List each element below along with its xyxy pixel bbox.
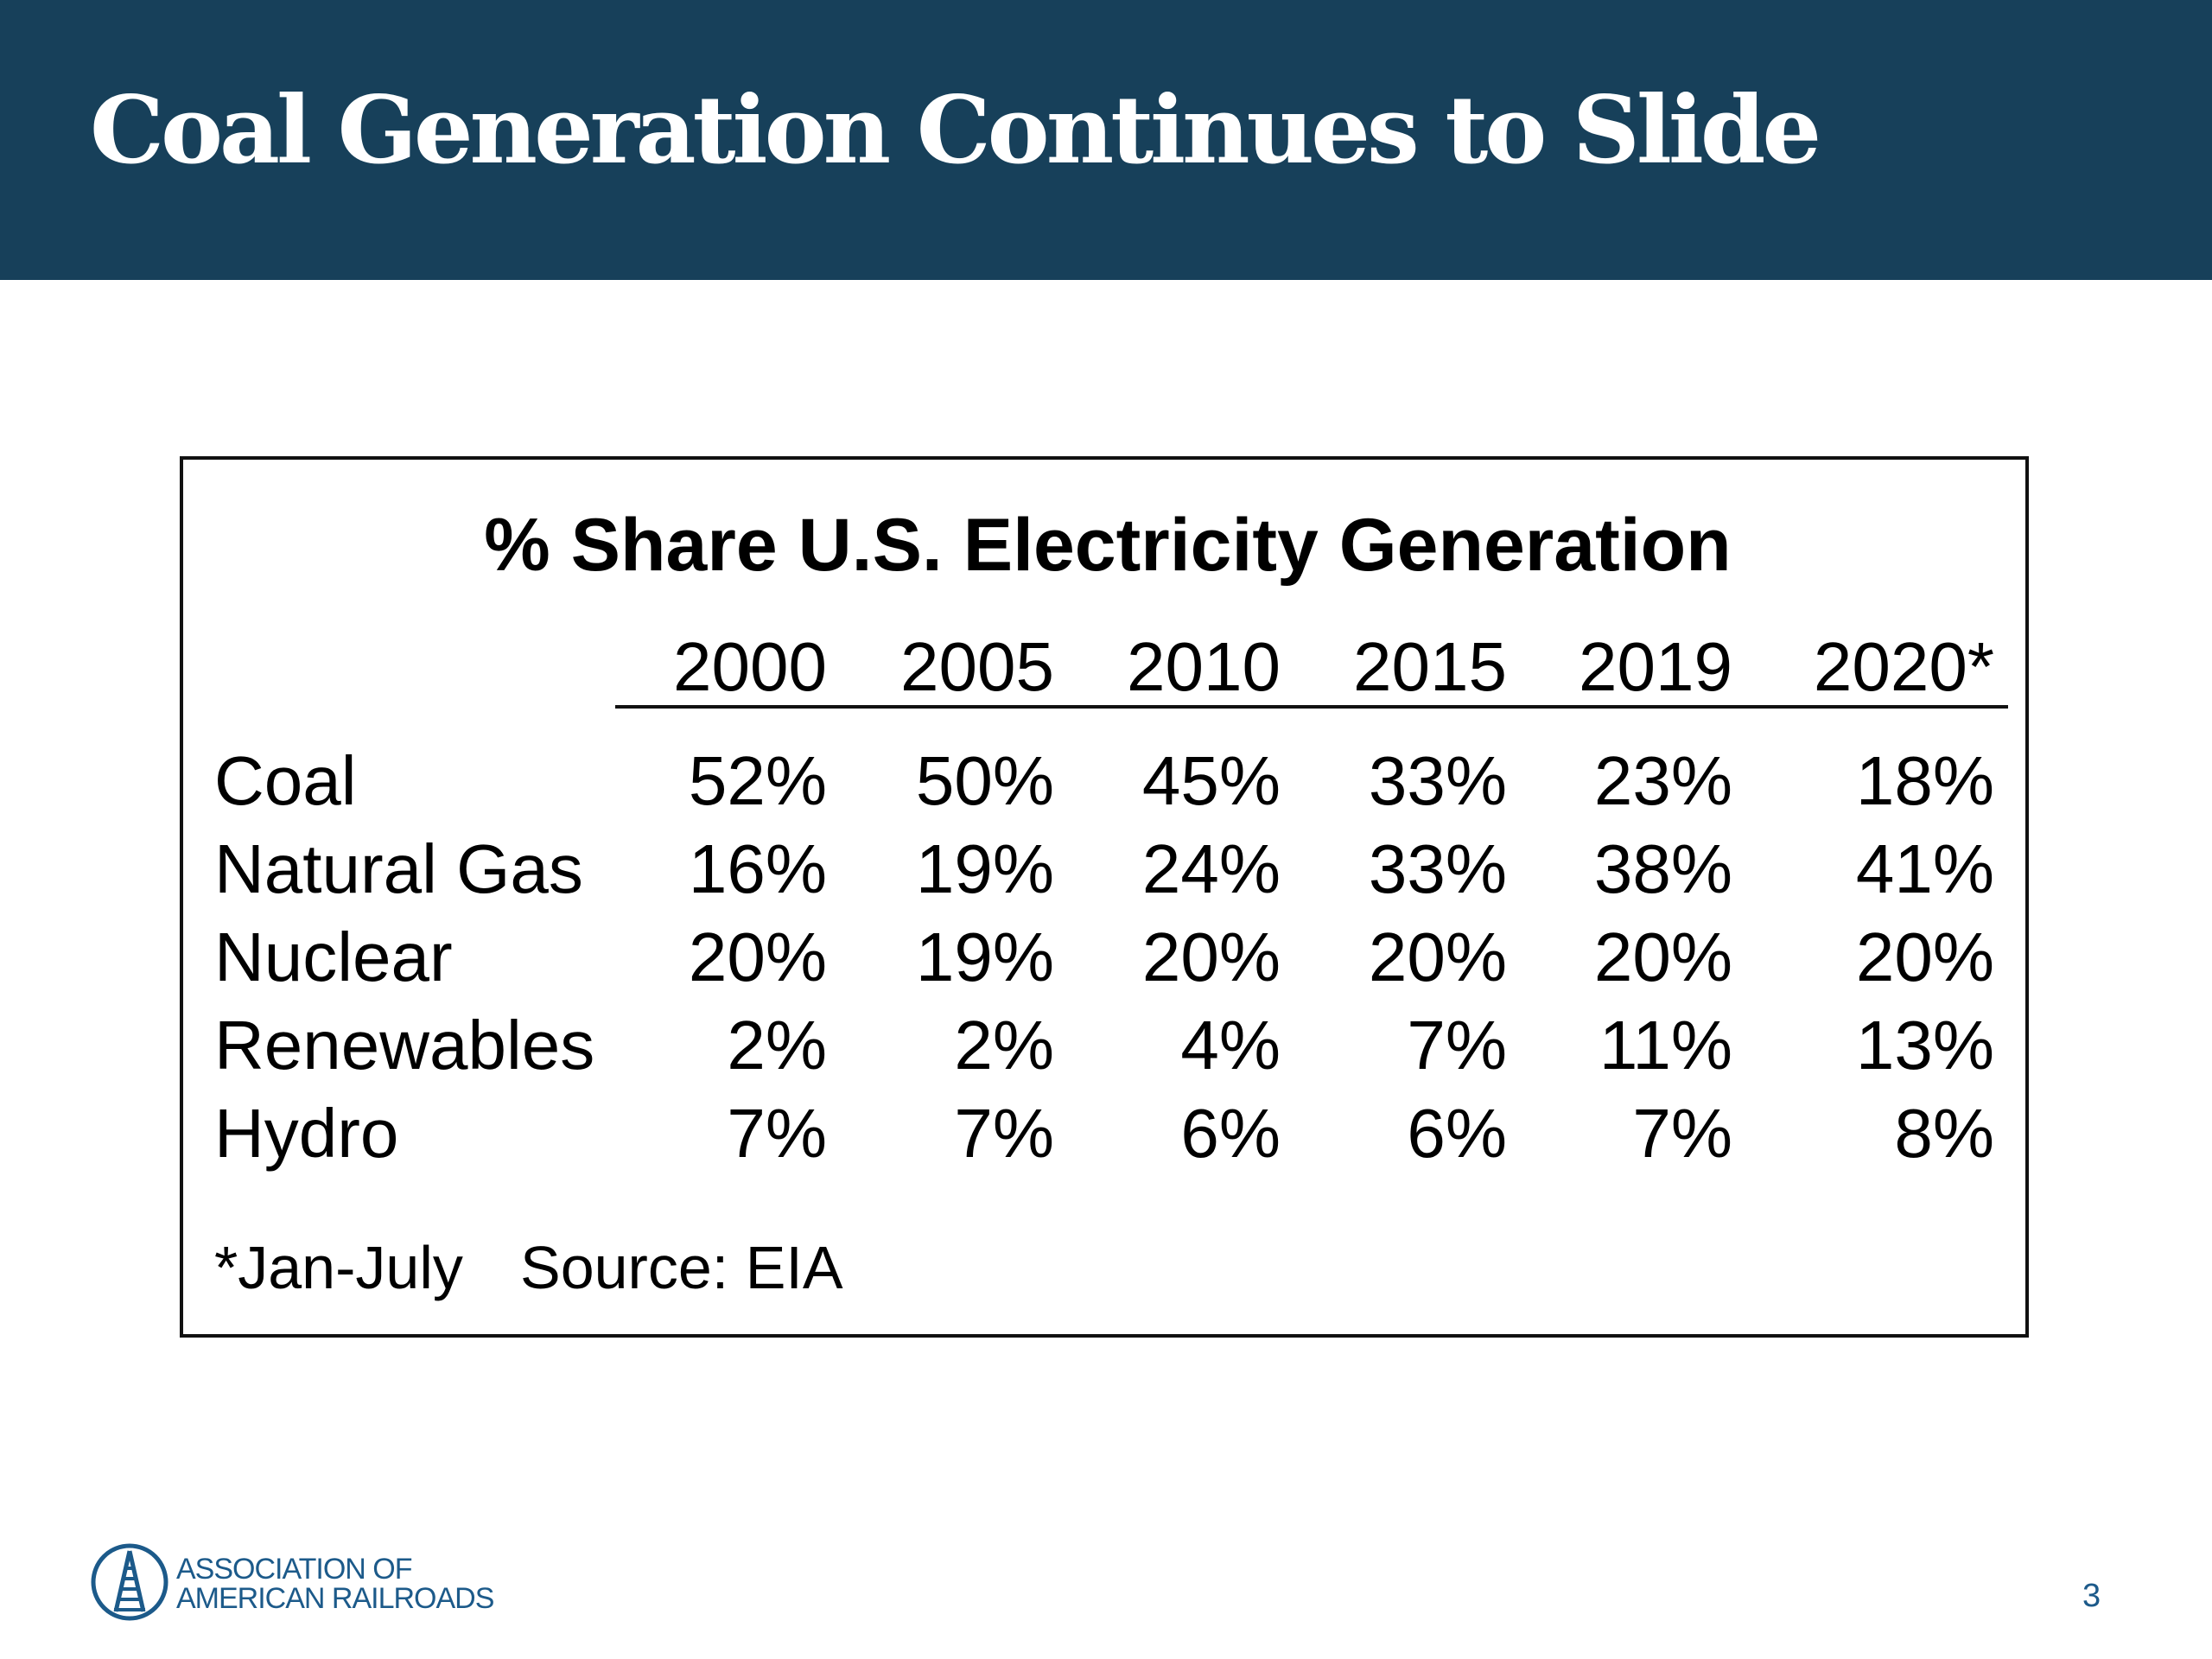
footnote: *Jan-July [214, 1234, 463, 1301]
row-label: Hydro [214, 1095, 399, 1172]
table-cell: 13% [1855, 1007, 1994, 1084]
railroad-track-icon [91, 1543, 168, 1621]
header-rule [615, 705, 2008, 709]
title-bar: Coal Generation Continues to Slide [0, 0, 2212, 280]
table-cell: 2% [727, 1007, 827, 1084]
table-cell: 38% [1593, 830, 1732, 907]
row-label: Nuclear [214, 918, 453, 995]
table-cell: 19% [915, 830, 1054, 907]
slide-title: Coal Generation Continues to Slide [90, 76, 1821, 185]
column-header: 2019 [1579, 628, 1732, 705]
logo-line-2: AMERICAN RAILROADS [176, 1582, 494, 1615]
table-cell: 52% [688, 742, 827, 819]
row-label: Natural Gas [214, 830, 583, 907]
logo-line-1: ASSOCIATION OF [176, 1553, 413, 1586]
table-cell: 8% [1894, 1095, 1994, 1172]
table-cell: 18% [1855, 742, 1994, 819]
table-cell: 33% [1368, 830, 1507, 907]
source-note: Source: EIA [520, 1234, 843, 1301]
table-cell: 2% [954, 1007, 1054, 1084]
table-cell: 6% [1407, 1095, 1507, 1172]
column-header: 2000 [673, 628, 827, 705]
column-header: 2015 [1353, 628, 1507, 705]
table-cell: 19% [915, 918, 1054, 995]
table-cell: 11% [1599, 1007, 1732, 1084]
column-header: 2020* [1813, 628, 1994, 705]
table-cell: 6% [1180, 1095, 1281, 1172]
data-table: % Share U.S. Electricity Generation *Jan… [180, 456, 2029, 1338]
column-header: 2010 [1127, 628, 1281, 705]
row-label: Renewables [214, 1007, 595, 1084]
table-cell: 20% [1855, 918, 1994, 995]
table-cell: 50% [915, 742, 1054, 819]
column-header: 2005 [900, 628, 1054, 705]
aar-logo: ASSOCIATION OF AMERICAN RAILROADS [90, 1542, 496, 1629]
table-cell: 4% [1180, 1007, 1281, 1084]
table-cell: 7% [1407, 1007, 1507, 1084]
row-label: Coal [214, 742, 357, 819]
table-cell: 24% [1141, 830, 1281, 907]
table-cell: 7% [954, 1095, 1054, 1172]
page-number: 3 [2082, 1578, 2101, 1614]
table-cell: 20% [1368, 918, 1507, 995]
table-cell: 7% [1632, 1095, 1732, 1172]
table-cell: 33% [1368, 742, 1507, 819]
table-cell: 23% [1593, 742, 1732, 819]
table-cell: 16% [688, 830, 827, 907]
table-cell: 20% [688, 918, 827, 995]
table-title: % Share U.S. Electricity Generation [484, 504, 1732, 587]
table-cell: 20% [1141, 918, 1281, 995]
table-cell: 41% [1855, 830, 1994, 907]
table-cell: 45% [1141, 742, 1281, 819]
table-cell: 7% [727, 1095, 827, 1172]
table-cell: 20% [1593, 918, 1732, 995]
